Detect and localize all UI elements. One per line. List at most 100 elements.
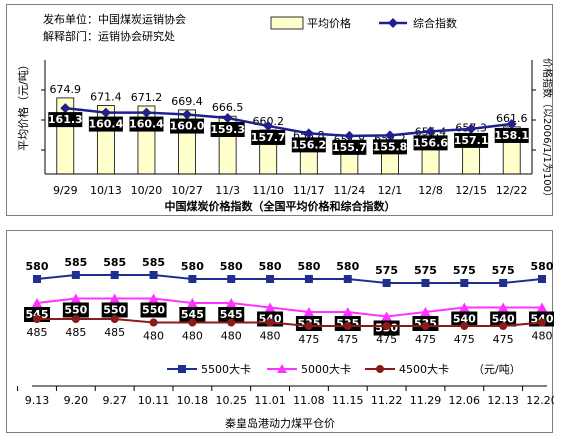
series-5500-marker <box>188 275 197 283</box>
chart-title: 秦皇岛港动力煤平仓价 <box>225 416 335 430</box>
series-4500-marker <box>304 322 313 330</box>
series-5500-marker <box>421 279 430 287</box>
index-marker <box>425 126 436 137</box>
x-tick-label: 10.25 <box>215 394 247 407</box>
index-label: 160.4 <box>88 118 123 131</box>
series-5000-label: 540 <box>492 313 515 326</box>
x-tick-label: 10/20 <box>131 184 163 197</box>
series-4500-marker <box>421 322 430 330</box>
series-5000-line <box>36 297 542 318</box>
x-tick-label: 11.01 <box>254 394 286 407</box>
index-label: 160.4 <box>129 118 164 131</box>
x-tick-label: 12/1 <box>378 184 403 197</box>
series-5000-label-box <box>179 307 206 322</box>
legend-marker-index <box>388 18 398 28</box>
index-marker <box>506 118 517 129</box>
index-label: 155.7 <box>332 141 367 154</box>
index-marker <box>222 113 233 124</box>
legend-label-5500: 5500大卡 <box>201 362 251 376</box>
index-label-box <box>332 139 367 155</box>
index-label-box <box>291 137 326 153</box>
series-5500-marker <box>304 275 313 283</box>
legend-marker-4500 <box>376 365 384 373</box>
series-4500-label: 480 <box>143 330 164 343</box>
series-5000-marker <box>381 311 392 321</box>
index-marker <box>466 123 477 134</box>
series-5500-marker <box>110 271 119 279</box>
index-marker <box>384 130 395 141</box>
x-tick-label: 11/17 <box>293 184 325 197</box>
series-5500-label: 575 <box>375 264 398 277</box>
series-5500-marker <box>382 279 391 287</box>
series-4500-label: 480 <box>182 330 203 343</box>
index-label: 156.6 <box>413 136 448 149</box>
x-tick-label: 11.15 <box>332 394 364 407</box>
qinhuangdao-coal-price-plot: 580 585 585 585 580 580 580 580 580 575 575 575 575 5… <box>17 256 554 430</box>
index-marker <box>182 109 193 120</box>
left-axis-title: 平均价格（元/吨） <box>16 59 30 151</box>
series-5000-label: 550 <box>142 304 165 317</box>
series-5000-marker <box>459 302 470 312</box>
series-5500-marker <box>266 275 275 283</box>
x-tick-label: 12.20 <box>526 394 554 407</box>
index-marker <box>344 130 355 141</box>
series-4500-marker <box>460 322 469 330</box>
series-5500-marker <box>343 275 352 283</box>
legend-label-4500: 4500大卡 <box>399 362 449 376</box>
series-5000-label-box <box>451 311 478 327</box>
right-axis-title: 价格指数（以2006/1/1为100） <box>541 58 554 202</box>
series-5500-label: 585 <box>64 256 87 269</box>
index-label-box <box>170 118 205 134</box>
series-5000-label: 540 <box>453 313 476 326</box>
legend-label-bars: 平均价格 <box>307 16 351 30</box>
index-label: 158.1 <box>494 129 529 142</box>
index-marker <box>60 103 71 114</box>
series-5000-label-box <box>62 302 89 318</box>
index-label: 157.7 <box>251 131 286 144</box>
series-4500-label: 475 <box>298 333 319 346</box>
series-4500-marker <box>266 318 275 327</box>
series-4500-marker <box>499 322 508 330</box>
series-4500-marker <box>188 318 197 327</box>
series-5000-marker <box>148 293 159 303</box>
series-4500-marker <box>343 322 352 330</box>
x-tick-label: 12/22 <box>496 184 528 197</box>
series-4500-marker <box>110 315 119 323</box>
series-5500-label: 585 <box>103 256 126 269</box>
x-tick-label: 9.20 <box>64 394 89 407</box>
index-label-box <box>454 132 489 148</box>
x-tick-label: 9.27 <box>102 394 127 407</box>
x-tick-label: 10.18 <box>177 394 209 407</box>
series-4500-label: 475 <box>493 333 514 346</box>
x-tick-label: 11.08 <box>293 394 325 407</box>
x-tick-label: 12/15 <box>455 184 487 197</box>
index-line <box>65 106 512 138</box>
index-marker <box>141 107 152 118</box>
index-label-box <box>129 116 164 132</box>
x-tick-label: 11/10 <box>252 184 284 197</box>
series-5500-label: 580 <box>181 260 204 273</box>
series-4500-label: 475 <box>337 333 358 346</box>
series-4500-marker <box>71 315 80 323</box>
bar-label: 674.9 <box>50 83 82 96</box>
series-5000-marker <box>187 298 198 307</box>
series-5000-marker <box>265 302 276 312</box>
bar-label: 671.2 <box>131 91 163 104</box>
series-4500-label: 485 <box>104 326 125 339</box>
index-label-box <box>372 139 407 155</box>
series-5500-label: 580 <box>26 260 49 273</box>
x-tick-label: 12/8 <box>418 184 443 197</box>
series-4500-marker <box>538 318 546 327</box>
series-5000-marker <box>498 302 509 312</box>
index-label: 156.2 <box>291 138 326 151</box>
series-4500-label: 485 <box>65 326 86 339</box>
index-label-box <box>413 135 448 151</box>
index-label: 157.1 <box>454 134 489 147</box>
series-5500-marker <box>538 275 546 283</box>
bar-label: 671.4 <box>90 91 122 104</box>
series-5500-marker <box>149 271 158 279</box>
series-5000-label: 550 <box>103 304 126 317</box>
series-5000-marker <box>32 298 42 307</box>
index-label: 159.3 <box>210 123 245 136</box>
